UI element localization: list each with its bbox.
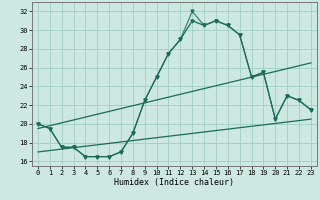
X-axis label: Humidex (Indice chaleur): Humidex (Indice chaleur) — [115, 178, 234, 187]
